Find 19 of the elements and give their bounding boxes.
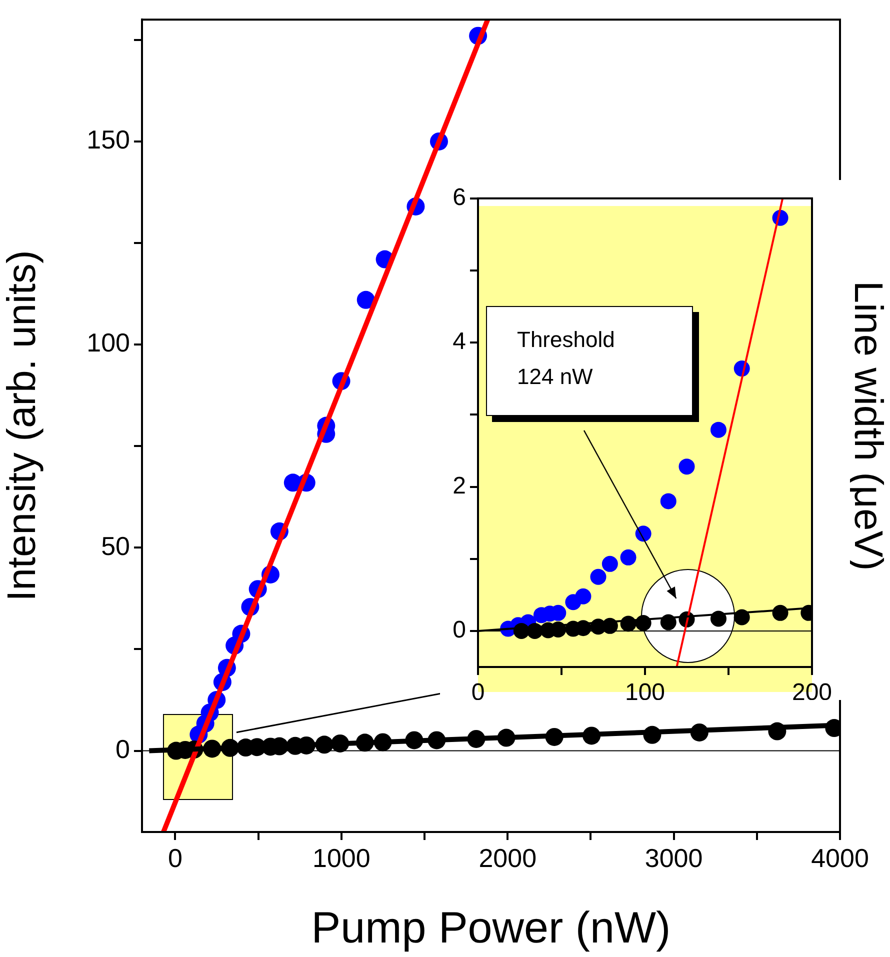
y-tick-label: 6: [452, 184, 466, 212]
y2-axis-title: Line width (μeV): [846, 280, 890, 571]
y-tick-label: 50: [101, 530, 130, 561]
x-tick-label: 3000: [644, 842, 703, 873]
y-axis-title: Intensity (arb. units): [0, 250, 44, 602]
x-tick-label: 0: [471, 679, 485, 706]
y-tick-label: 0: [116, 734, 130, 764]
y-tick-label: 0: [452, 616, 466, 644]
x-tick-label: 4000: [811, 842, 869, 873]
y-tick-label: 2: [452, 472, 466, 500]
y-tick-label: 4: [452, 328, 466, 356]
x-tick-label: 0: [168, 842, 182, 873]
y-tick-label: 100: [86, 328, 130, 358]
x-tick-label: 2000: [478, 842, 537, 873]
x-tick-label: 200: [792, 679, 832, 706]
x-tick-label: 100: [624, 679, 666, 706]
x-tick-label: 1000: [312, 842, 370, 873]
x-axis-title: Pump Power (nW): [311, 904, 671, 953]
y-tick-label: 150: [86, 124, 130, 155]
